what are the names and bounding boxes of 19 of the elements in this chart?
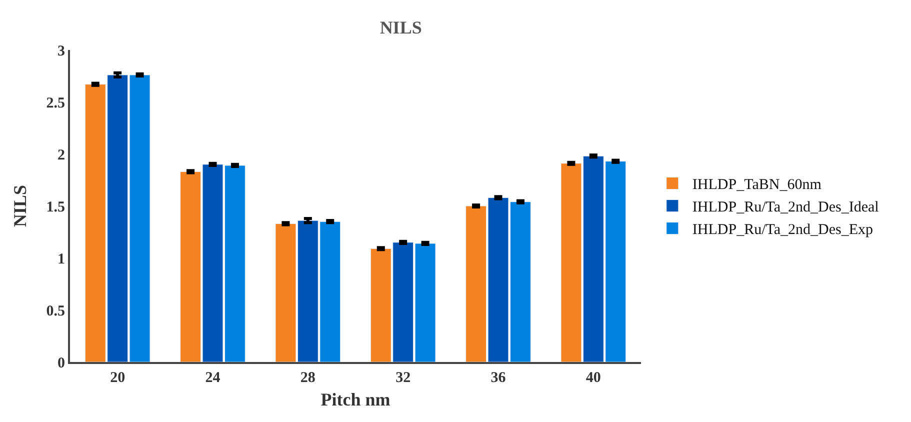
legend-label: IHLDP_Ru/Ta_2nd_Des_Exp bbox=[692, 222, 874, 238]
y-tick-label: 1 bbox=[58, 251, 65, 268]
x-axis-title: Pitch nm bbox=[320, 390, 390, 410]
x-tick-label: 36 bbox=[490, 370, 506, 386]
x-tick-label: 32 bbox=[396, 370, 411, 386]
x-tick-label: 20 bbox=[110, 370, 126, 386]
x-tick-label: 40 bbox=[586, 370, 601, 386]
y-axis-title: NILS bbox=[10, 184, 30, 228]
y-tick-label: 2.5 bbox=[46, 95, 65, 112]
y-tick-label: 2 bbox=[58, 147, 65, 164]
y-tick-label: 0.5 bbox=[46, 303, 65, 320]
x-tick-label: 24 bbox=[205, 370, 221, 386]
y-tick-label: 3 bbox=[58, 43, 65, 60]
legend-label: IHLDP_Ru/Ta_2nd_Des_Ideal bbox=[692, 200, 879, 216]
x-tick-label: 28 bbox=[300, 370, 316, 386]
legend-label: IHLDP_TaBN_60nm bbox=[692, 177, 822, 194]
y-tick-label: 1.5 bbox=[46, 199, 65, 216]
chart-title: NILS bbox=[380, 18, 422, 38]
y-tick-label: 0 bbox=[58, 355, 65, 372]
